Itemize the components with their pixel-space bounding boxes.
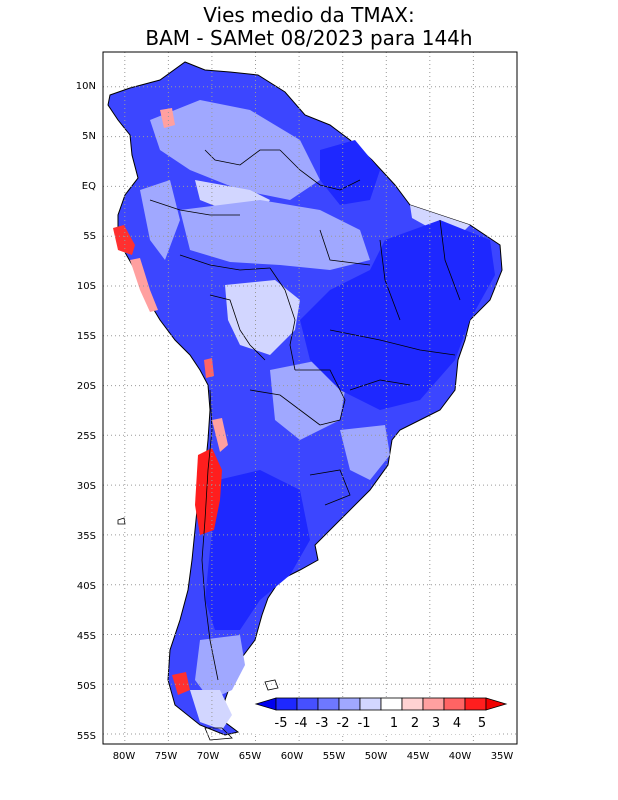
colorbar-label-2: 2: [411, 716, 419, 731]
colorbar-labels: -5 -4 -3 -2 -1 1 2 3 4 5: [275, 716, 487, 731]
lat-label-20s: 20S: [77, 381, 96, 392]
lat-label-30s: 30S: [77, 481, 96, 492]
title-line-1: Vies medio da TMAX:: [203, 3, 415, 27]
colorbar-label-5: 5: [478, 716, 486, 731]
region-light-center: [270, 360, 345, 440]
lon-label-60w: 60W: [281, 751, 304, 762]
colorbar-label-minus5: -5: [275, 716, 288, 731]
region-red-patagonia-chile: [172, 672, 190, 695]
border-argentina-north: [249, 389, 321, 426]
lat-labels: 10N 5N EQ 5S 10S 15S 20S 25S 30S 35S 40S…: [76, 81, 96, 742]
lat-label-10n: 10N: [76, 81, 96, 92]
lon-label-80w: 80W: [113, 751, 136, 762]
lat-label-15s: 15S: [77, 331, 96, 342]
region-pale-south-tip: [190, 690, 232, 730]
border-brazil-states-1: [319, 229, 371, 266]
region-red-peru-coast: [113, 225, 135, 255]
border-brazil-states-2: [379, 239, 401, 321]
border-colombia-peru: [149, 199, 240, 216]
lat-label-40s: 40S: [77, 581, 96, 592]
title-line-2: BAM - SAMet 08/2023 para 144h: [145, 26, 473, 50]
colorbar-swatch-9: [464, 697, 487, 711]
colorbar-label-minus4: -4: [295, 716, 308, 731]
colorbar-swatch-3: [338, 697, 361, 711]
colorbar-label-minus2: -2: [337, 716, 350, 731]
border-brazil-states-5: [349, 379, 411, 391]
lat-label-10s: 10S: [77, 281, 96, 292]
lon-label-55w: 55W: [323, 751, 346, 762]
region-pink-north-andes: [160, 108, 175, 128]
colorbar-swatch-5: [380, 697, 403, 711]
lon-label-65w: 65W: [239, 751, 262, 762]
colorbar-swatch-6: [401, 697, 424, 711]
colorbar-swatch-2: [317, 697, 340, 711]
border-brazil-states-4: [329, 329, 456, 356]
region-light-northwest: [150, 100, 320, 200]
lon-label-70w: 70W: [197, 751, 220, 762]
colorbar-label-minus3: -3: [316, 716, 329, 731]
lat-label-eq: EQ: [82, 181, 96, 192]
region-light-east-coast: [340, 425, 390, 480]
lat-label-5s: 5S: [83, 231, 96, 242]
lon-label-40w: 40W: [449, 751, 472, 762]
colorbar-arrow-high: [485, 697, 508, 711]
lat-label-45s: 45S: [77, 631, 96, 642]
colorbar-swatch-1: [296, 697, 319, 711]
border-brazil-states-3: [439, 219, 461, 301]
lat-label-35s: 35S: [77, 531, 96, 542]
region-red-chile-central: [195, 448, 222, 535]
lat-label-25s: 25S: [77, 431, 96, 442]
region-pink-peru: [130, 258, 158, 312]
lon-label-50w: 50W: [365, 751, 388, 762]
colorbar-label-4: 4: [453, 716, 461, 731]
region-dark-northeast-brazil: [300, 220, 495, 410]
island-tierra-del-fuego: [204, 727, 233, 741]
colorbar-swatch-0: [275, 697, 298, 711]
region-dark-argentina: [205, 470, 310, 630]
colorbar-label-minus1: -1: [358, 716, 371, 731]
colorbar-swatch-4: [359, 697, 382, 711]
border-chile-argentina: [201, 389, 219, 681]
border-uruguay: [309, 469, 351, 506]
lat-label-50s: 50S: [77, 681, 96, 692]
island-falklands: [264, 679, 279, 691]
border-paraguay: [295, 369, 346, 426]
lon-label-75w: 75W: [155, 751, 178, 762]
colorbar: -5 -4 -3 -2 -1 1 2 3 4 5: [253, 697, 508, 734]
lon-label-45w: 45W: [407, 751, 430, 762]
colorbar-label-1: 1: [390, 716, 398, 731]
region-light-patagonia: [195, 635, 245, 700]
lon-label-35w: 35W: [491, 751, 514, 762]
lon-labels: 80W 75W 70W 65W 60W 55W 50W 45W 40W 35W: [113, 751, 514, 762]
border-brazil-venezuela: [279, 149, 361, 191]
colorbar-swatch-7: [422, 697, 445, 711]
colorbar-swatches: [254, 697, 508, 711]
border-bolivia-peru: [209, 294, 266, 361]
lat-label-5n: 5N: [82, 131, 96, 142]
region-light-amazon: [180, 200, 370, 270]
colorbar-label-3: 3: [432, 716, 440, 731]
colorbar-swatch-8: [443, 697, 466, 711]
lat-label-55s: 55S: [77, 731, 96, 742]
map-frame-border: [102, 51, 518, 745]
border-brazil-bolivia: [269, 267, 296, 371]
